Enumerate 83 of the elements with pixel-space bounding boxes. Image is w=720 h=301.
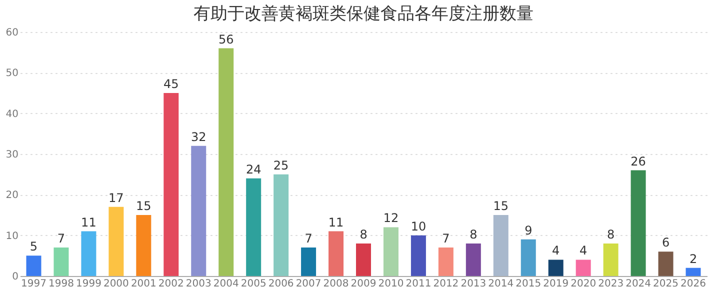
bar <box>246 178 262 276</box>
data-label: 11 <box>328 215 344 230</box>
data-label: 45 <box>164 77 179 91</box>
data-label: 7 <box>57 232 66 246</box>
x-tick-label: 2005 <box>240 278 266 290</box>
x-tick-label: 2013 <box>460 278 486 290</box>
x-tick-label: 2003 <box>186 278 212 290</box>
bar <box>328 231 344 276</box>
data-label: 5 <box>30 240 38 254</box>
bar <box>603 243 618 276</box>
bar <box>54 248 69 276</box>
bar <box>410 235 426 276</box>
data-label: 15 <box>493 199 509 213</box>
x-tick-label: 2023 <box>598 278 624 290</box>
x-tick-label: 2010 <box>378 278 404 290</box>
data-label: 7 <box>304 232 312 246</box>
data-label: 12 <box>383 211 399 226</box>
bar <box>466 243 481 276</box>
bar <box>26 256 42 276</box>
x-tick-label: 2011 <box>406 278 432 290</box>
data-label: 26 <box>630 154 646 168</box>
data-label: 2 <box>689 252 698 266</box>
bar <box>274 174 289 276</box>
data-label: 6 <box>662 236 670 250</box>
x-tick-label: 2019 <box>543 278 569 290</box>
data-label: 8 <box>607 227 615 242</box>
bar <box>576 260 591 276</box>
bar <box>493 215 508 276</box>
x-tick-label: 2012 <box>433 278 459 290</box>
data-label: 11 <box>81 215 96 230</box>
x-tick-label: 2004 <box>213 278 239 290</box>
data-label: 4 <box>580 244 588 258</box>
x-tick-label: 2024 <box>626 278 652 290</box>
x-tick-label: 2008 <box>323 278 349 290</box>
bar <box>136 215 152 276</box>
y-tick-label: 50 <box>6 68 18 80</box>
x-tick-label: 2001 <box>130 278 156 290</box>
data-label: 25 <box>273 158 289 172</box>
x-tick-label: 2026 <box>680 278 706 290</box>
y-tick-label: 0 <box>12 272 18 282</box>
bar <box>438 248 454 276</box>
x-tick-label: 1997 <box>21 278 46 290</box>
x-tick-label: 2025 <box>653 278 679 290</box>
x-tick-label: 2002 <box>158 278 184 290</box>
x-tick-label: 2020 <box>570 278 596 290</box>
data-label: 24 <box>246 162 262 176</box>
x-tick-label: 2007 <box>296 278 322 290</box>
data-label: 8 <box>360 227 368 242</box>
bar <box>191 146 206 276</box>
data-label: 15 <box>136 199 152 213</box>
bar <box>548 260 564 276</box>
bar <box>520 239 536 276</box>
data-label: 17 <box>108 190 124 205</box>
bar <box>658 252 674 276</box>
x-tick-label: 2009 <box>350 278 376 290</box>
chart-title: 有助于改善黄褐斑类保健食品各年度注册数量 <box>194 4 534 24</box>
y-tick-label: 30 <box>6 150 18 160</box>
x-tick-label: 1999 <box>76 278 102 290</box>
bar <box>301 248 316 276</box>
y-tick-label: 60 <box>6 28 18 38</box>
bar <box>356 243 371 276</box>
bar <box>164 93 179 276</box>
data-label: 32 <box>190 130 206 144</box>
x-tick-label: 2000 <box>103 278 129 290</box>
data-label: 4 <box>552 244 560 258</box>
data-label: 10 <box>410 219 426 234</box>
data-label: 56 <box>218 32 234 46</box>
y-tick-label: 10 <box>6 230 18 242</box>
bar <box>108 206 124 276</box>
data-label: 7 <box>442 232 450 246</box>
bar <box>383 227 398 276</box>
data-label: 8 <box>470 227 478 242</box>
x-tick-label: 2014 <box>488 278 514 290</box>
bar <box>630 170 646 276</box>
data-label: 9 <box>524 223 532 238</box>
bar <box>81 231 96 276</box>
x-tick-label: 1998 <box>48 278 74 290</box>
x-tick-label: 2006 <box>268 278 294 290</box>
bar <box>686 268 701 276</box>
y-tick-label: 40 <box>6 108 18 120</box>
bar <box>218 48 234 276</box>
x-tick-label: 2015 <box>516 278 542 290</box>
y-tick-label: 20 <box>6 190 18 202</box>
